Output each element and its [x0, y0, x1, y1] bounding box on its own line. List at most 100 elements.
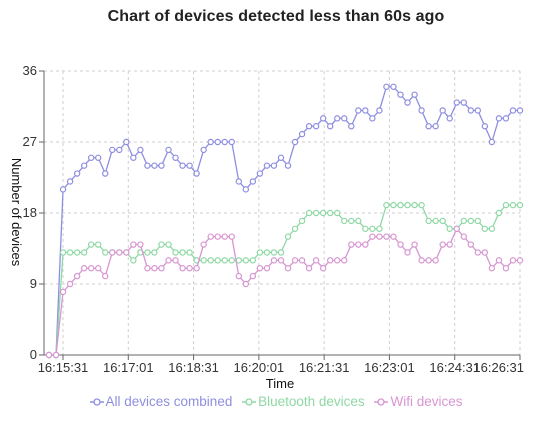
- data-point[interactable]: [116, 249, 123, 256]
- data-point[interactable]: [362, 107, 369, 114]
- data-point[interactable]: [165, 146, 172, 154]
- data-point[interactable]: [376, 225, 383, 232]
- data-point[interactable]: [390, 233, 397, 240]
- data-point[interactable]: [502, 201, 510, 209]
- data-point[interactable]: [270, 162, 278, 169]
- data-point[interactable]: [277, 257, 285, 264]
- data-point[interactable]: [242, 280, 250, 288]
- data-point[interactable]: [488, 138, 496, 146]
- data-point[interactable]: [481, 249, 489, 256]
- data-point[interactable]: [516, 201, 524, 209]
- data-point[interactable]: [411, 91, 418, 98]
- data-point[interactable]: [446, 225, 453, 232]
- data-point[interactable]: [362, 225, 369, 232]
- data-point[interactable]: [263, 249, 271, 256]
- data-point[interactable]: [502, 265, 510, 272]
- data-point[interactable]: [80, 162, 88, 169]
- data-point[interactable]: [432, 257, 439, 264]
- data-point[interactable]: [305, 265, 313, 272]
- data-point[interactable]: [474, 217, 482, 225]
- data-point[interactable]: [516, 257, 524, 264]
- data-point[interactable]: [87, 154, 95, 161]
- data-point[interactable]: [383, 83, 390, 90]
- data-point[interactable]: [509, 257, 517, 264]
- data-point[interactable]: [312, 257, 320, 264]
- data-point[interactable]: [200, 241, 207, 248]
- data-point[interactable]: [214, 233, 221, 240]
- data-point[interactable]: [186, 265, 193, 272]
- data-point[interactable]: [102, 170, 109, 177]
- legend-item-bluetooth[interactable]: Bluetooth devices: [242, 394, 365, 409]
- data-point[interactable]: [341, 115, 348, 122]
- data-point[interactable]: [73, 272, 81, 280]
- data-point[interactable]: [319, 115, 327, 122]
- data-point[interactable]: [249, 178, 257, 185]
- data-point[interactable]: [249, 257, 257, 264]
- data-point[interactable]: [123, 249, 130, 256]
- data-point[interactable]: [214, 257, 221, 264]
- data-point[interactable]: [439, 241, 446, 248]
- data-point[interactable]: [481, 225, 489, 232]
- data-point[interactable]: [362, 241, 369, 248]
- data-point[interactable]: [425, 123, 432, 130]
- data-point[interactable]: [404, 249, 411, 256]
- data-point[interactable]: [179, 249, 186, 256]
- data-point[interactable]: [481, 123, 489, 130]
- data-point[interactable]: [242, 186, 250, 193]
- data-point[interactable]: [319, 209, 327, 217]
- data-point[interactable]: [221, 233, 228, 240]
- data-point[interactable]: [179, 265, 186, 272]
- data-point[interactable]: [66, 280, 74, 288]
- data-point[interactable]: [312, 123, 320, 130]
- data-point[interactable]: [193, 170, 200, 177]
- data-point[interactable]: [291, 257, 299, 264]
- data-point[interactable]: [411, 201, 418, 209]
- data-point[interactable]: [172, 154, 179, 161]
- data-point[interactable]: [221, 257, 228, 264]
- data-point[interactable]: [397, 201, 404, 209]
- data-point[interactable]: [270, 249, 278, 256]
- data-point[interactable]: [87, 265, 95, 272]
- data-point[interactable]: [390, 83, 397, 90]
- data-point[interactable]: [200, 146, 207, 154]
- data-point[interactable]: [383, 233, 390, 240]
- data-point[interactable]: [144, 249, 151, 256]
- data-point[interactable]: [341, 217, 348, 225]
- data-point[interactable]: [432, 123, 439, 130]
- data-point[interactable]: [284, 233, 292, 240]
- data-point[interactable]: [277, 249, 285, 256]
- data-point[interactable]: [326, 209, 334, 217]
- data-point[interactable]: [516, 107, 524, 114]
- data-point[interactable]: [228, 233, 235, 240]
- data-point[interactable]: [277, 154, 285, 161]
- data-point[interactable]: [45, 351, 53, 359]
- legend-item-wifi[interactable]: Wifi devices: [374, 394, 462, 409]
- data-point[interactable]: [207, 257, 214, 264]
- data-point[interactable]: [95, 154, 102, 161]
- data-point[interactable]: [488, 225, 496, 232]
- data-point[interactable]: [235, 272, 243, 280]
- data-point[interactable]: [334, 257, 341, 264]
- data-point[interactable]: [439, 107, 446, 114]
- data-point[interactable]: [221, 138, 228, 146]
- data-point[interactable]: [348, 217, 355, 225]
- data-point[interactable]: [509, 107, 517, 114]
- data-point[interactable]: [502, 115, 510, 122]
- data-point[interactable]: [418, 107, 425, 114]
- data-point[interactable]: [334, 115, 341, 122]
- data-point[interactable]: [495, 257, 503, 264]
- data-point[interactable]: [151, 265, 158, 272]
- data-point[interactable]: [66, 178, 74, 185]
- data-point[interactable]: [348, 123, 355, 130]
- data-point[interactable]: [495, 115, 503, 122]
- data-point[interactable]: [474, 107, 482, 114]
- data-point[interactable]: [59, 288, 67, 296]
- data-point[interactable]: [73, 249, 81, 256]
- data-point[interactable]: [291, 225, 299, 232]
- data-point[interactable]: [228, 257, 235, 264]
- data-point[interactable]: [207, 138, 214, 146]
- data-point[interactable]: [284, 265, 292, 272]
- data-point[interactable]: [109, 146, 116, 154]
- data-point[interactable]: [453, 99, 460, 106]
- data-point[interactable]: [305, 123, 313, 130]
